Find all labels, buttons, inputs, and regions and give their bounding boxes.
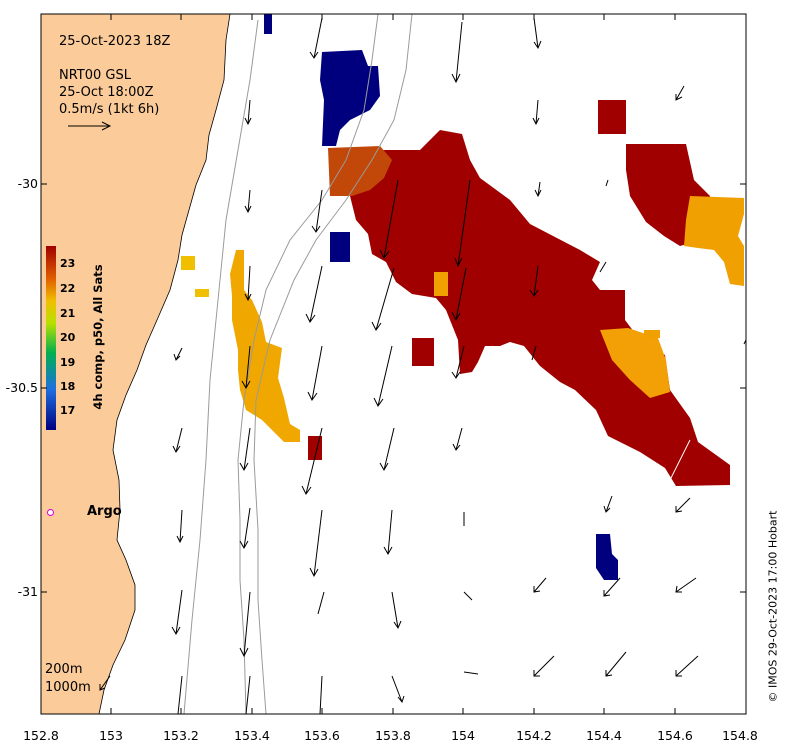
scale-label: 0.5m/s (1kt 6h): [59, 102, 160, 117]
lon-tick-153: 153: [99, 728, 123, 743]
argo-label: Argo: [87, 504, 122, 519]
current-vectors: [99, 17, 747, 715]
land-mass: [40, 13, 231, 715]
lon-tick-154-8: 154.8: [722, 728, 758, 743]
cb-tick-19: 19: [60, 356, 76, 369]
scale-arrow: [68, 121, 112, 131]
lon-tick-153-4: 153.4: [234, 728, 270, 743]
yellow-dot-2: [195, 289, 209, 297]
cb-tick-23: 23: [60, 257, 76, 270]
lon-tick-153-8: 153.8: [375, 728, 411, 743]
lat-tick-31: -31: [17, 584, 38, 599]
colorbar: [46, 246, 56, 430]
lon-tick-152-8: 152.8: [23, 728, 59, 743]
current-time: 25-Oct 18:00Z: [59, 85, 154, 100]
credit-text: © IMOS 29-Oct-2023 17:00 Hobart: [766, 510, 780, 703]
yellow-dot-3: [434, 272, 448, 296]
current-source: NRT00 GSL: [59, 68, 131, 83]
cb-tick-22: 22: [60, 282, 76, 295]
contour-inner: [183, 19, 259, 715]
contour-1000m: [253, 13, 413, 715]
cold-patch-mid: [330, 232, 350, 262]
yellow-dot-4: [644, 330, 660, 338]
red-dot-2: [412, 338, 434, 366]
lon-tick-154-2: 154.2: [516, 728, 552, 743]
date-title: 25-Oct-2023 18Z: [59, 34, 171, 49]
cb-tick-21: 21: [60, 307, 76, 320]
contour-200-label: 200m: [45, 662, 83, 677]
cold-patch-north: [320, 50, 380, 146]
cb-tick-18: 18: [60, 380, 76, 393]
cb-tick-17: 17: [60, 404, 76, 417]
red-dot-3: [598, 100, 626, 134]
axis-ticks: [40, 14, 747, 714]
argo-marker: [47, 509, 54, 516]
contour-200m: [237, 13, 379, 715]
bathymetry-contours: [183, 13, 413, 715]
contour-1000-label: 1000m: [45, 680, 91, 695]
lon-tick-153-6: 153.6: [304, 728, 340, 743]
yellow-band-inshore: [230, 250, 300, 442]
lon-tick-154: 154: [451, 728, 475, 743]
sst-patches: [181, 14, 744, 580]
warm-west-patch: [328, 146, 392, 196]
lon-tick-154-4: 154.4: [586, 728, 622, 743]
warm-core-eddy: [330, 130, 730, 486]
lat-tick-30: -30: [17, 176, 38, 191]
yellow-dot-1: [181, 256, 195, 270]
lat-tick-30-5: -30.5: [5, 380, 38, 395]
cold-patch-south: [596, 534, 618, 580]
warm-ne-edge: [684, 196, 744, 286]
cb-tick-20: 20: [60, 331, 76, 344]
lon-tick-154-6: 154.6: [657, 728, 693, 743]
warm-edge-south: [600, 328, 670, 398]
cold-patch-top: [264, 14, 272, 34]
colorbar-title: 4h comp, p50, All Sats: [91, 264, 105, 410]
lon-tick-153-2: 153.2: [163, 728, 199, 743]
